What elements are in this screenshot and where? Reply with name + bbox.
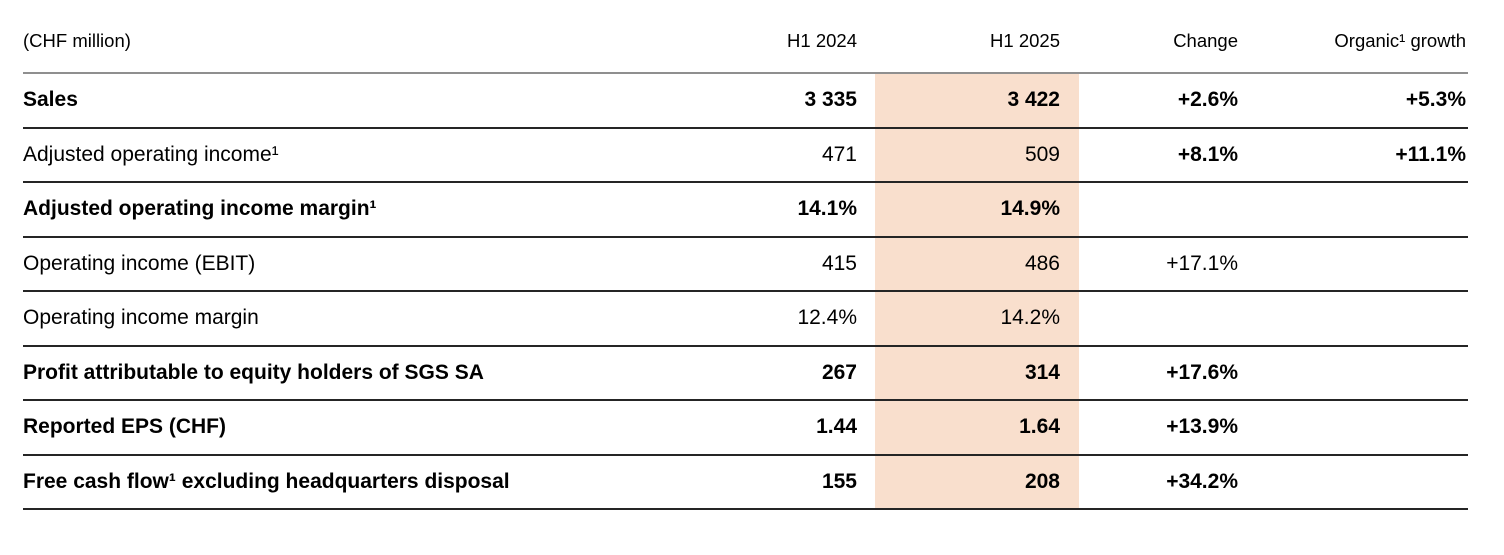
- change-value: +2.6%: [1177, 88, 1238, 112]
- h1-2024-value: 3 335: [804, 88, 857, 112]
- column-header-change: Change: [1173, 30, 1238, 51]
- h1-2024-value: 12.4%: [797, 306, 857, 330]
- column-header-h1-2025: H1 2025: [990, 30, 1060, 51]
- organic-growth-value: [1240, 182, 1468, 237]
- h1-2025-value: 208: [875, 454, 1079, 509]
- column-header-organic-growth: Organic¹ growth: [1334, 30, 1466, 51]
- h1-2024-value: 1.44: [816, 415, 857, 439]
- change-value: +34.2%: [1166, 469, 1238, 493]
- h1-2025-value: 14.9%: [875, 182, 1079, 237]
- row-label: Adjusted operating income margin¹: [23, 197, 377, 221]
- row-label: Operating income margin: [23, 306, 259, 330]
- h1-2024-value: 155: [821, 469, 857, 493]
- organic-growth-value: [1240, 455, 1468, 510]
- change-value: +17.6%: [1166, 360, 1238, 384]
- table-row: Sales 3 335 3 422 +2.6% +5.3%: [23, 73, 1468, 128]
- row-label: Operating income (EBIT): [23, 251, 256, 275]
- organic-growth-value: [1240, 237, 1468, 292]
- row-label: Reported EPS (CHF): [23, 415, 227, 439]
- row-label: Profit attributable to equity holders of…: [23, 360, 484, 384]
- table-row: Free cash flow¹ excluding headquarters d…: [23, 454, 1468, 510]
- table-row: Operating income (EBIT) 415 486 +17.1%: [23, 236, 1468, 292]
- h1-2024-value: 267: [821, 360, 857, 384]
- h1-2025-value: 509: [875, 127, 1079, 182]
- h1-2025-value: 486: [875, 236, 1079, 291]
- unit-label: (CHF million): [23, 30, 131, 51]
- row-label: Sales: [23, 88, 78, 112]
- table-row: Adjusted operating income¹ 471 509 +8.1% +11…: [23, 127, 1468, 182]
- change-value: +13.9%: [1166, 415, 1238, 439]
- table-row: Profit attributable to equity holders of…: [23, 345, 1468, 401]
- h1-2025-value: 14.2%: [875, 291, 1079, 346]
- table-row: Operating income margin 12.4% 14.2%: [23, 291, 1468, 346]
- h1-2025-value: 3 422: [875, 73, 1079, 128]
- organic-growth-value: [1240, 400, 1468, 455]
- row-label: Free cash flow¹ excluding headquarters d…: [23, 469, 510, 493]
- table-row: Reported EPS (CHF) 1.44 1.64 +13.9%: [23, 400, 1468, 455]
- row-label: Adjusted operating income¹: [23, 142, 279, 166]
- financial-results-table: (CHF million) H1 2024 H1 2025 Change Org…: [23, 0, 1468, 510]
- h1-2024-value: 471: [821, 142, 857, 166]
- organic-growth-value: [1240, 291, 1468, 346]
- organic-growth-value: [1240, 346, 1468, 401]
- column-header-h1-2024: H1 2024: [787, 30, 857, 51]
- table-body: Sales 3 335 3 422 +2.6% +5.3% Adjusted operat…: [23, 73, 1468, 509]
- change-value: +8.1%: [1177, 142, 1238, 166]
- header-row: (CHF million) H1 2024 H1 2025 Change Org…: [23, 0, 1468, 73]
- organic-growth-value: +5.3%: [1405, 88, 1466, 112]
- h1-2024-value: 415: [821, 251, 857, 275]
- change-value: [1079, 291, 1240, 346]
- change-value: +17.1%: [1166, 251, 1238, 275]
- h1-2025-value: 314: [875, 345, 1079, 400]
- h1-2025-value: 1.64: [875, 400, 1079, 455]
- table-row: Adjusted operating income margin¹ 14.1% 14…: [23, 182, 1468, 237]
- change-value: [1079, 182, 1240, 237]
- organic-growth-value: +11.1%: [1395, 142, 1466, 166]
- h1-2024-value: 14.1%: [797, 197, 857, 221]
